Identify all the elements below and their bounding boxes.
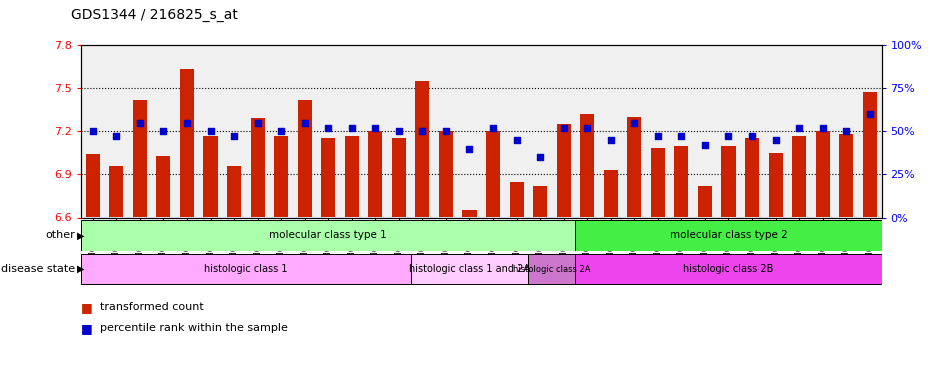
Text: ▶: ▶ — [77, 264, 85, 274]
Point — [391, 128, 407, 134]
Point — [438, 128, 453, 134]
Bar — [509, 182, 523, 218]
Text: other: other — [46, 230, 75, 240]
Point — [297, 120, 312, 126]
Bar — [839, 134, 852, 218]
Point — [508, 137, 524, 143]
Point — [744, 134, 759, 140]
Bar — [575, 254, 881, 284]
Point — [767, 137, 783, 143]
Bar — [415, 81, 429, 218]
Bar — [791, 136, 805, 218]
Text: histologic class 2A: histologic class 2A — [512, 265, 590, 274]
Point — [414, 128, 429, 134]
Point — [697, 142, 712, 148]
Bar — [86, 154, 100, 218]
Bar — [697, 186, 711, 218]
Bar — [721, 146, 735, 218]
Point — [273, 128, 288, 134]
Text: histologic class 1 and 2A: histologic class 1 and 2A — [408, 264, 529, 274]
Point — [344, 125, 359, 131]
Point — [555, 125, 570, 131]
Bar — [367, 131, 382, 218]
Bar — [132, 100, 147, 218]
Point — [227, 134, 242, 140]
Bar — [227, 166, 241, 218]
Point — [320, 125, 335, 131]
Bar — [109, 166, 123, 218]
Bar — [81, 254, 410, 284]
Point — [626, 120, 642, 126]
Point — [579, 125, 594, 131]
Bar — [203, 136, 217, 218]
Bar — [580, 114, 594, 218]
Text: histologic class 1: histologic class 1 — [204, 264, 288, 274]
Bar — [862, 93, 876, 218]
Bar — [391, 138, 406, 218]
Bar — [321, 138, 335, 218]
Bar — [274, 136, 288, 218]
Bar — [439, 131, 452, 218]
Text: disease state: disease state — [1, 264, 75, 274]
Point — [649, 134, 664, 140]
Bar — [603, 170, 617, 217]
Text: ■: ■ — [81, 322, 92, 334]
Point — [532, 154, 547, 160]
Bar — [297, 100, 311, 218]
Point — [603, 137, 618, 143]
Bar — [532, 186, 546, 218]
Text: GDS1344 / 216825_s_at: GDS1344 / 216825_s_at — [71, 9, 238, 22]
Bar — [767, 153, 782, 218]
Point — [673, 134, 688, 140]
Bar — [575, 220, 881, 251]
Text: molecular class type 1: molecular class type 1 — [269, 230, 387, 240]
Point — [249, 120, 265, 126]
Bar — [626, 117, 641, 218]
Point — [862, 111, 877, 117]
Text: transformed count: transformed count — [100, 303, 204, 312]
Bar — [180, 69, 194, 218]
Text: percentile rank within the sample: percentile rank within the sample — [100, 323, 288, 333]
Point — [720, 134, 735, 140]
Bar — [410, 254, 527, 284]
Text: histologic class 2B: histologic class 2B — [683, 264, 773, 274]
Bar — [345, 136, 359, 218]
Point — [203, 128, 218, 134]
Bar — [650, 148, 664, 217]
Bar — [556, 124, 570, 218]
Bar — [250, 118, 265, 218]
Bar — [744, 138, 759, 218]
Point — [838, 128, 853, 134]
Bar — [81, 220, 575, 251]
Point — [791, 125, 806, 131]
Text: ■: ■ — [81, 301, 92, 314]
Bar — [674, 146, 687, 218]
Bar — [462, 210, 476, 218]
Bar — [815, 131, 829, 218]
Point — [814, 125, 829, 131]
Point — [109, 134, 124, 140]
Point — [85, 128, 100, 134]
Point — [132, 120, 148, 126]
Bar — [527, 254, 575, 284]
Text: molecular class type 2: molecular class type 2 — [669, 230, 786, 240]
Bar — [486, 131, 500, 218]
Bar — [156, 156, 170, 218]
Point — [485, 125, 500, 131]
Point — [367, 125, 383, 131]
Point — [179, 120, 194, 126]
Point — [155, 128, 170, 134]
Point — [462, 146, 477, 152]
Text: ▶: ▶ — [77, 230, 85, 240]
